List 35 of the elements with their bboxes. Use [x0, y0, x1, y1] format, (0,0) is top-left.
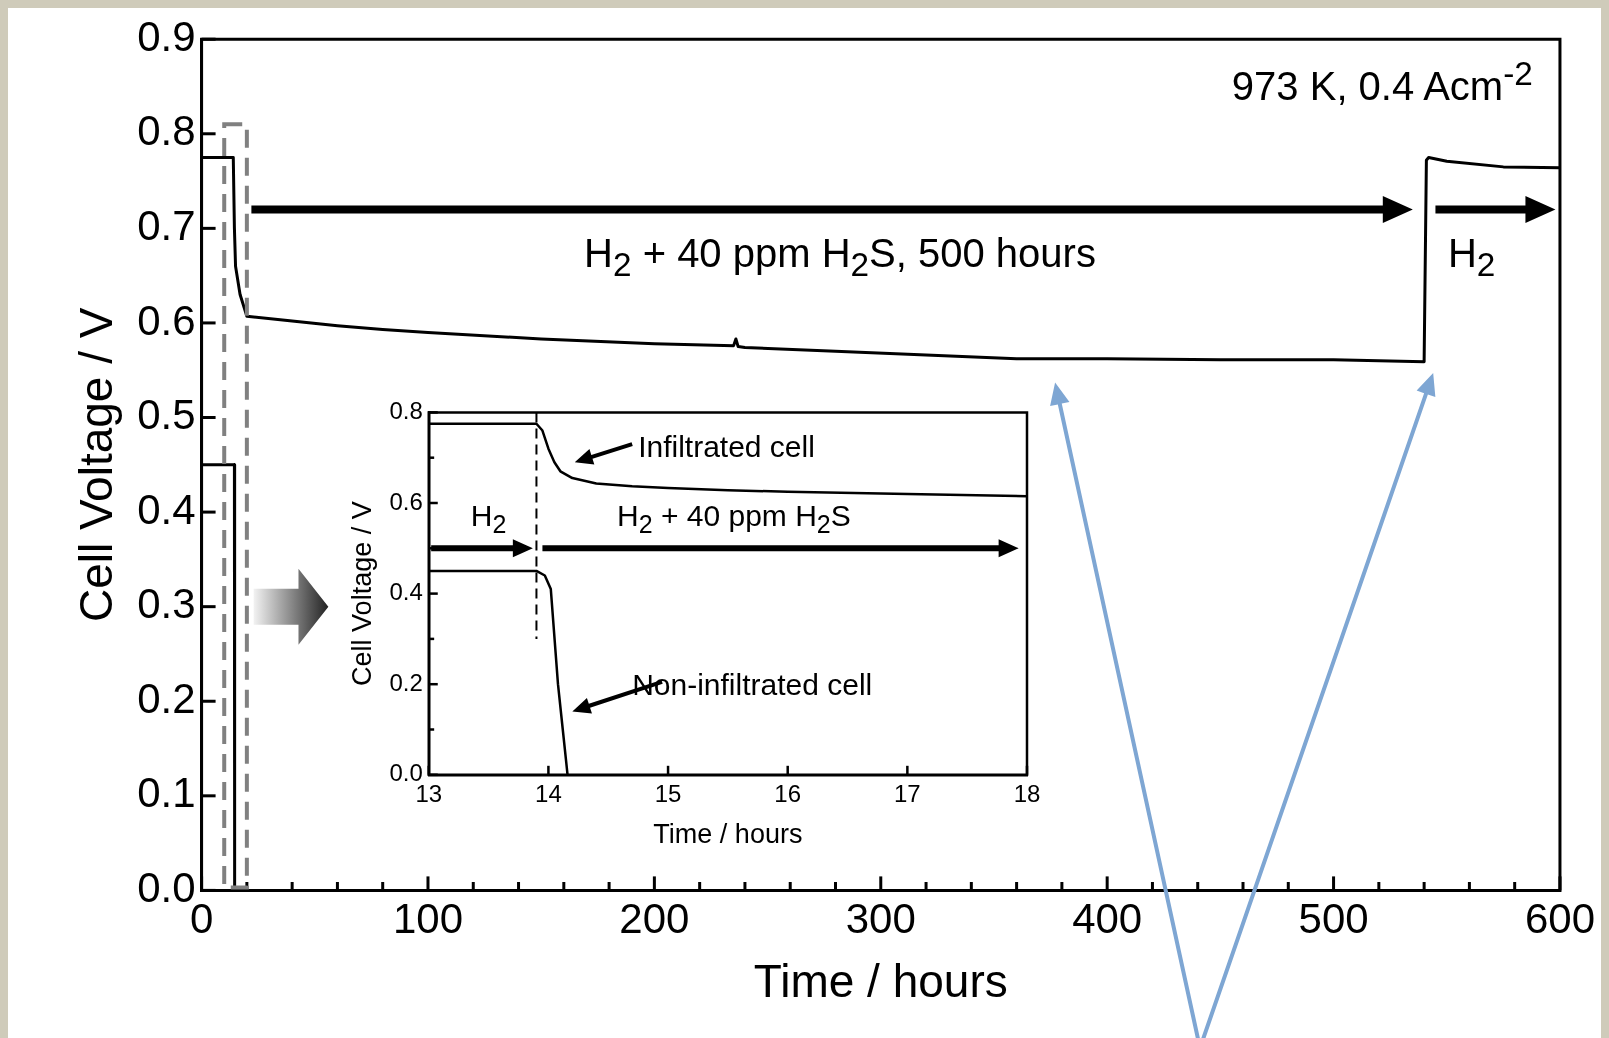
x-tick-label: 500	[1298, 895, 1369, 943]
x-axis-title: Time / hours	[653, 819, 803, 850]
y-tick-label: 0.8	[389, 397, 423, 425]
x-tick-label: 300	[845, 895, 916, 943]
x-tick-label: 200	[619, 895, 690, 943]
annotation: Infiltrated cell	[638, 429, 815, 463]
y-tick-label: 0.3	[137, 580, 196, 628]
y-tick-label: 0.5	[137, 391, 196, 439]
x-tick-label: 18	[1013, 779, 1041, 807]
annotation: H$_{2}$ + 40 ppm H$_{2}$S, 500 hours	[584, 230, 1096, 284]
x-tick-label: 16	[774, 779, 802, 807]
y-tick-label: 0.8	[137, 107, 196, 155]
y-tick-label: 0.2	[389, 668, 423, 696]
x-tick-label: 15	[654, 779, 682, 807]
y-tick-label: 0.6	[389, 487, 423, 515]
annotation: Non-infiltrated cell	[632, 667, 873, 701]
y-tick-label: 0.1	[137, 769, 196, 817]
annotation: H$_{2}$	[1447, 230, 1496, 284]
y-axis-title: Cell Voltage / V	[346, 501, 377, 686]
y-tick-label: 0.4	[137, 485, 196, 533]
y-tick-label: 0.7	[137, 201, 196, 249]
x-axis-title: Time / hours	[753, 955, 1008, 1008]
x-tick-label: 400	[1072, 895, 1143, 943]
annotation: H$_{2}$ + 40 ppm H$_{2}$S	[616, 499, 851, 539]
y-tick-label: 0.2	[137, 674, 196, 722]
y-tick-label: 0.9	[137, 12, 196, 60]
annotation: H$_{2}$	[470, 499, 507, 539]
x-tick-label: 100	[392, 895, 464, 943]
y-tick-label: 0.6	[137, 296, 196, 344]
x-tick-label: 600	[1524, 895, 1595, 943]
annotation: 973 K, 0.4 Acm$^{-2}$	[1231, 55, 1533, 108]
x-tick-label: 14	[535, 779, 562, 807]
y-tick-label: 0.4	[389, 578, 423, 606]
x-tick-label: 17	[894, 779, 921, 807]
y-axis-title: Cell Voltage / V	[70, 307, 123, 623]
